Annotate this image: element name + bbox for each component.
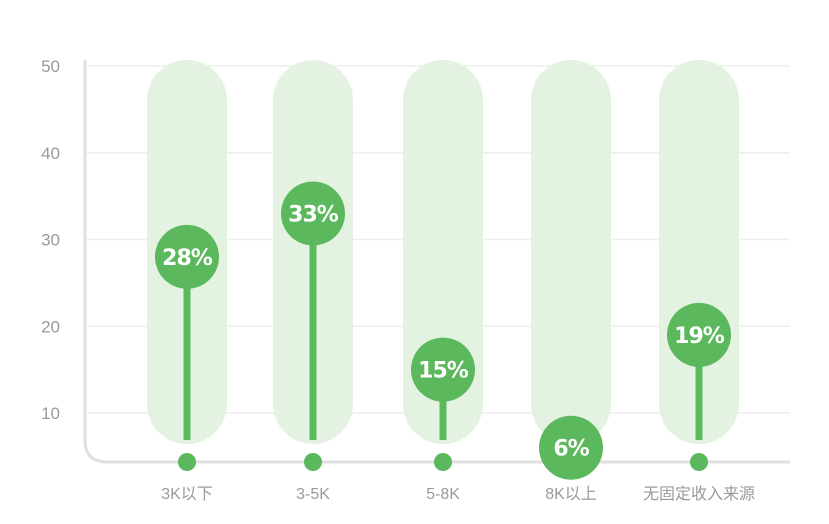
y-tick-labels: 10 20 30 40 50 xyxy=(41,57,60,423)
lollipop-stem xyxy=(309,213,317,440)
y-tick-label: 30 xyxy=(41,231,60,250)
value-label: 28% xyxy=(162,246,213,271)
value-label: 33% xyxy=(288,202,339,227)
category-labels: 3K以下 3-5K 5-8K 8K以上 无固定收入来源 xyxy=(161,485,755,503)
base-dot xyxy=(178,453,196,471)
y-tick-label: 10 xyxy=(41,404,60,423)
base-dot xyxy=(434,453,452,471)
lollipop-head xyxy=(539,415,603,480)
y-tick-label: 20 xyxy=(41,317,60,336)
category-label: 3K以下 xyxy=(161,486,213,503)
base-dot xyxy=(690,453,708,471)
lollipop-stem xyxy=(183,256,191,440)
lollipop-head xyxy=(667,302,731,367)
background-pill xyxy=(531,60,611,444)
lollipop-heads: 28% 33% 15% 6% 19% xyxy=(155,181,731,480)
lollipop-stem xyxy=(695,334,703,440)
lollipop-head xyxy=(281,181,345,246)
value-label: 6% xyxy=(553,437,589,462)
lollipop-stems xyxy=(183,213,703,440)
category-label: 3-5K xyxy=(296,486,330,503)
value-label: 19% xyxy=(674,324,725,349)
lollipop-head xyxy=(155,224,219,289)
y-tick-label: 40 xyxy=(41,144,60,163)
category-label: 无固定收入来源 xyxy=(643,485,755,503)
category-label: 8K以上 xyxy=(545,485,597,503)
lollipop-head xyxy=(411,337,475,402)
category-label: 5-8K xyxy=(426,486,460,503)
lollipop-stem xyxy=(439,369,447,440)
y-tick-label: 50 xyxy=(41,57,60,76)
value-label: 15% xyxy=(418,359,469,384)
axis-line xyxy=(83,60,790,464)
axes xyxy=(83,60,790,464)
base-dot xyxy=(304,453,322,471)
